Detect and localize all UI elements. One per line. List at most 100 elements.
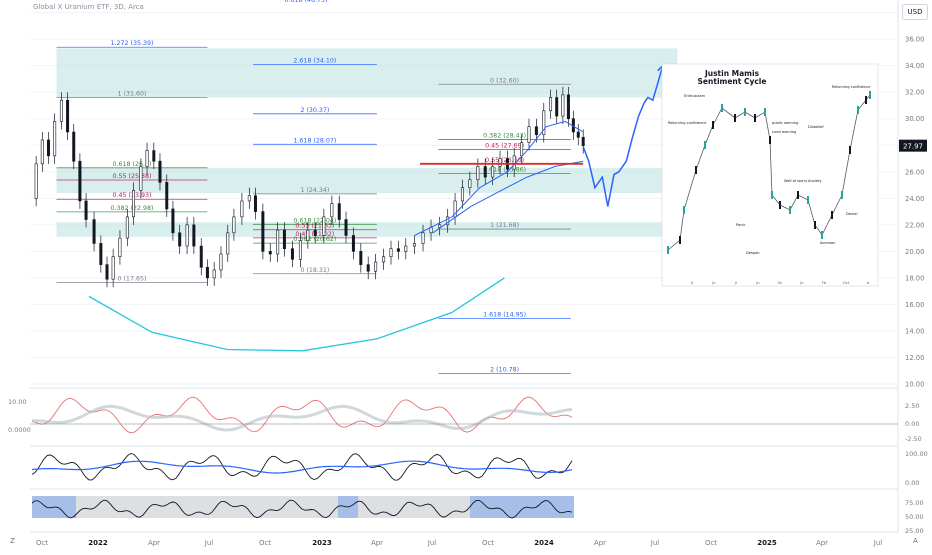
price-tick: 36.00 [905,36,924,44]
candle-body [171,208,175,234]
candle-body [226,232,230,255]
fib-level-label: 0.45 (23.93) [112,192,151,199]
candle-body [53,121,57,157]
candle-body [232,216,236,234]
inset-candle [667,246,669,254]
candle-body [512,155,516,170]
last-price-tag [899,139,927,152]
osc2-line [31,453,573,481]
zoom-button[interactable]: Z [10,537,15,545]
inset-candle [683,206,685,214]
price-tick: 26.00 [905,168,924,176]
osc3-band [358,496,470,518]
fib-level-label: 0.382 (28.43) [483,133,526,140]
fib-level-label: 1 (31.60) [117,91,146,98]
time-tick: Oct [482,539,494,547]
candle-body [306,229,310,242]
time-tick: Apr [148,539,160,547]
fib-level-label: 0.382 (22.98) [110,205,153,212]
osc1-signal [32,404,573,432]
last-price-label: 27.97 [903,143,923,151]
inset-label: Returning confidence [668,121,707,125]
auto-scale-button[interactable]: A [913,537,918,545]
time-tick: Apr [594,539,606,547]
inset-tick: Fb [822,281,827,285]
cup-arc [88,277,505,352]
candle-body [549,97,553,112]
candle-body [429,227,433,234]
candle-body [178,232,182,247]
price-tick: 24.00 [905,195,924,203]
time-tick: Oct [705,539,717,547]
candle-body [111,256,115,280]
indicator-left-tick: 10.00 [8,398,27,406]
candle-body [105,264,109,280]
fib-level-label: 1 (21.68) [490,222,519,229]
candle-body [421,232,425,244]
inset-title: Justin Mamis [704,69,760,78]
osc3-line [31,499,573,519]
long-ma [432,160,584,234]
inset-candle [865,96,867,104]
inset-candle [764,108,766,116]
inset-label: Disbelief [808,125,824,129]
candle-body [158,160,162,183]
time-tick: Jul [427,539,437,547]
candle-body [139,166,143,191]
candle-body [282,229,286,250]
candle-body [520,142,524,157]
inset-candle [779,201,781,209]
candle-body [542,110,546,135]
inset-candle [849,146,851,154]
candle-body [389,248,393,257]
indicator-tick: 50.00 [905,513,924,521]
candle-body [561,94,565,117]
inset-label: Enthusiasm [684,94,705,98]
price-tick: 22.00 [905,221,924,229]
candle-body [192,224,196,247]
inset-label: cued warning [772,130,796,134]
candle-body [59,99,63,122]
price-tick: 34.00 [905,62,924,70]
indicator-tick: 0.00 [905,420,919,428]
candle-body [72,131,76,162]
candle-body [555,97,559,117]
inset-candle [869,91,871,99]
inset-subtitle: Sentiment Cycle [698,77,767,86]
inset-candle [841,191,843,199]
candle-body [351,235,355,252]
price-tick: 30.00 [905,115,924,123]
inset-candle [734,114,736,122]
osc2-signal [31,460,573,474]
candle-body [382,256,386,263]
support-zone-0 [56,48,678,98]
candle-body [78,160,82,202]
sentiment-inset [661,63,879,287]
candle-body [446,216,450,226]
inset-candle [704,141,706,149]
candle-body [199,245,203,268]
indicator-tick: 2.50 [905,402,919,410]
inset-candle [744,108,746,116]
time-tick: 2024 [534,539,554,547]
inset-candle [769,136,771,144]
indicator-tick: 25.00 [905,527,924,535]
candle-body [566,94,570,120]
candle-body [84,200,88,220]
currency-button[interactable]: USD [902,4,928,20]
inset-candle [695,166,697,174]
inset-label: Despair [746,251,760,255]
candle-body [261,211,265,252]
inset-candle [857,106,859,114]
candle-body [330,203,334,218]
inset-tick: Oct [843,281,850,285]
candle-body [40,139,44,165]
price-tick: 32.00 [905,89,924,97]
candle-body [205,266,209,279]
price-tick: 10.00 [905,381,924,389]
fib-level-label: 1.618 (14.95) [483,311,526,318]
fib-level-label: 2 (10.78) [490,367,519,374]
inset-candle [771,191,773,199]
